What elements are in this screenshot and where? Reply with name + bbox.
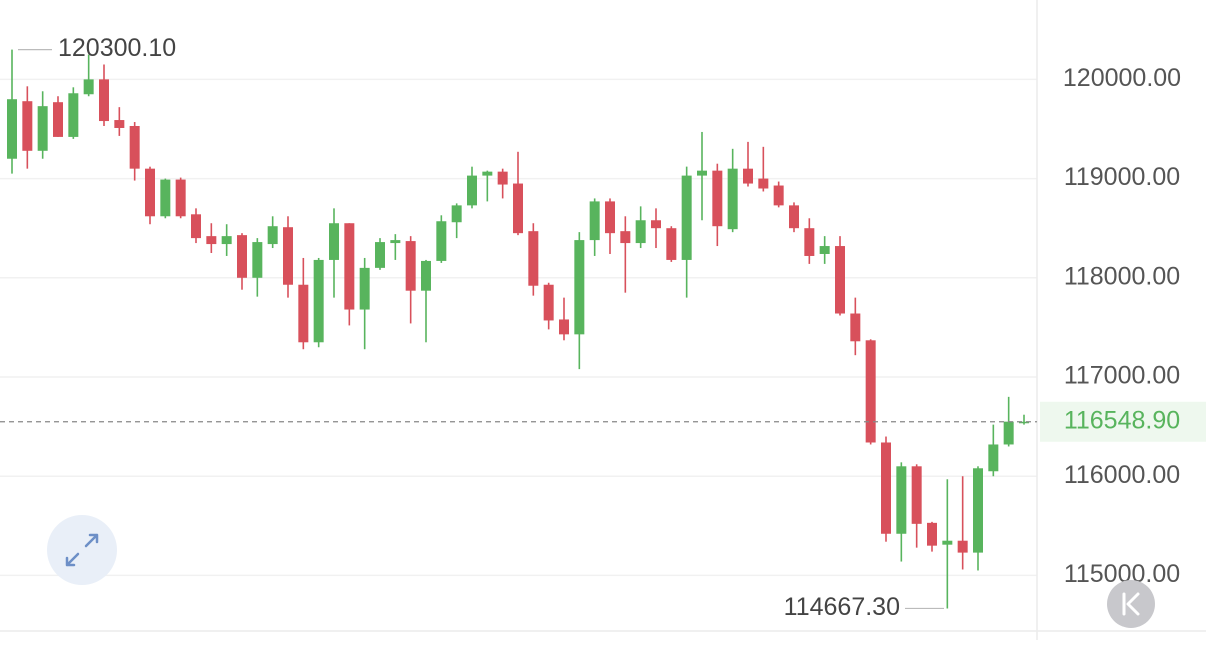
candle-body bbox=[881, 442, 891, 534]
last-price-badge bbox=[1040, 401, 1206, 442]
candle-body bbox=[206, 236, 217, 245]
candle-body bbox=[574, 240, 585, 335]
candle-body bbox=[283, 227, 293, 285]
last-price-label: 116548.90 bbox=[1064, 406, 1180, 434]
candle-body bbox=[114, 120, 125, 128]
candle-body bbox=[405, 241, 416, 291]
candle-body bbox=[666, 228, 677, 260]
y-tick-label: 118000.00 bbox=[1064, 262, 1180, 290]
candle-body bbox=[513, 183, 523, 234]
candle-body bbox=[957, 540, 968, 553]
candle-body bbox=[53, 102, 63, 137]
candle-body bbox=[482, 171, 493, 176]
candle-body bbox=[835, 246, 845, 314]
candle-body bbox=[267, 226, 278, 245]
candle-body bbox=[1019, 421, 1029, 424]
candle-body bbox=[68, 93, 79, 137]
candle-body bbox=[37, 106, 48, 151]
candle-body bbox=[329, 223, 339, 260]
candle-body bbox=[850, 313, 861, 342]
candle-body bbox=[896, 466, 907, 534]
candle-body bbox=[819, 246, 830, 254]
candle-body bbox=[528, 231, 539, 286]
candle-body bbox=[83, 79, 94, 95]
min-label: 114667.30 bbox=[784, 593, 900, 621]
candle-body bbox=[942, 540, 953, 545]
candle-body bbox=[390, 240, 401, 244]
y-tick-label: 120000.00 bbox=[1063, 64, 1181, 92]
candle-body bbox=[298, 284, 309, 343]
candle-body bbox=[697, 170, 707, 176]
candles bbox=[7, 49, 1029, 609]
candle-body bbox=[804, 228, 815, 256]
candle-body bbox=[681, 175, 692, 260]
candle-body bbox=[605, 201, 615, 234]
expand-circle[interactable] bbox=[47, 515, 117, 585]
candle-body bbox=[129, 126, 140, 169]
expand-icon bbox=[65, 533, 99, 567]
candle-body bbox=[743, 168, 753, 184]
candle-body bbox=[559, 319, 569, 335]
candle-body bbox=[451, 205, 462, 223]
candle-body bbox=[543, 284, 554, 321]
max-label: 120300.10 bbox=[58, 34, 176, 62]
candle-body bbox=[589, 201, 600, 241]
candle-body bbox=[359, 267, 370, 310]
candle-body bbox=[727, 168, 738, 230]
y-tick-label: 119000.00 bbox=[1064, 163, 1180, 191]
candle-body bbox=[497, 171, 508, 185]
candle-body bbox=[911, 466, 922, 524]
candle-body bbox=[237, 235, 247, 278]
candle-body bbox=[22, 101, 33, 151]
candle-body bbox=[421, 260, 431, 291]
scroll-latest-button[interactable] bbox=[1107, 580, 1155, 628]
candle-body bbox=[7, 99, 17, 159]
candle-body bbox=[927, 522, 937, 546]
candle-body bbox=[865, 340, 876, 443]
labels: 115000.00116000.00117000.00118000.001190… bbox=[0, 34, 1206, 621]
candle-body bbox=[160, 179, 171, 217]
candle-body bbox=[99, 79, 109, 122]
candle-body bbox=[712, 170, 723, 227]
latest-circle[interactable] bbox=[1107, 580, 1155, 628]
candle-body bbox=[620, 231, 631, 244]
candle-body bbox=[436, 221, 447, 261]
y-tick-label: 116000.00 bbox=[1064, 461, 1180, 489]
latest-icon bbox=[1122, 592, 1140, 616]
candle-body bbox=[375, 242, 385, 268]
candle-body bbox=[467, 175, 477, 206]
y-tick-label: 117000.00 bbox=[1064, 362, 1180, 390]
candle-body bbox=[252, 242, 263, 278]
expand-button[interactable] bbox=[47, 515, 117, 585]
candle-body bbox=[758, 178, 769, 189]
candle-body bbox=[313, 259, 324, 343]
candle-body bbox=[651, 220, 661, 229]
candle-body bbox=[789, 205, 799, 229]
candle-body bbox=[635, 220, 646, 244]
candle-body bbox=[973, 468, 983, 553]
candle-body bbox=[988, 444, 999, 472]
candle-body bbox=[221, 236, 232, 245]
candle-body bbox=[344, 223, 355, 310]
candle-body bbox=[773, 185, 784, 206]
candle-body bbox=[1003, 421, 1014, 445]
candle-body bbox=[175, 179, 186, 217]
candle-body bbox=[191, 214, 201, 239]
candle-body bbox=[145, 168, 155, 217]
